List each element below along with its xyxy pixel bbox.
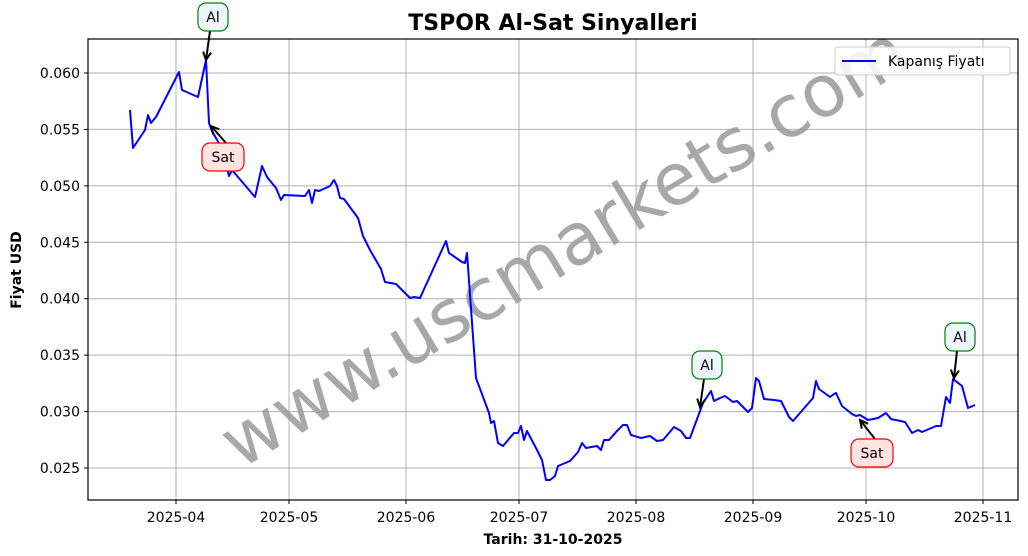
sell-signal-label: Sat: [861, 446, 884, 462]
price-line: [129, 59, 976, 481]
signal-annotations: Al Sat Al Sat Al: [197, 2, 976, 468]
watermark: www.uscmarkets.com: [205, 8, 921, 484]
buy-signal-box: [197, 2, 229, 32]
annotation-arrow: [953, 350, 958, 379]
arrowhead-icon: [696, 398, 706, 410]
y-tick-label: 0.040: [40, 292, 80, 308]
legend: Kapanış Fiyatı: [834, 46, 1011, 76]
legend-box: [834, 46, 1011, 76]
x-tick-label: 2025-11: [954, 510, 1013, 526]
chart-title: TSPOR Al-Sat Sinyalleri: [408, 11, 697, 36]
x-tick-label: 2025-07: [490, 510, 549, 526]
y-tick-label: 0.045: [40, 235, 80, 251]
buy-signal-box: [944, 322, 976, 352]
y-tick-label: 0.060: [40, 66, 80, 82]
buy-signal-label: Al: [700, 358, 713, 374]
legend-label: Kapanış Fiyatı: [888, 54, 985, 70]
arrowhead-icon: [202, 51, 212, 63]
svg-text:www.uscmarkets.com: www.uscmarkets.com: [205, 8, 921, 484]
y-axis-label: Fiyat USD: [9, 231, 25, 309]
x-tick-label: 2025-08: [607, 510, 666, 526]
arrowhead-icon: [858, 418, 869, 429]
y-axis-ticks: 0.025 0.030 0.035 0.040 0.045 0.050 0.055 0.060: [40, 66, 88, 477]
x-tick-label: 2025-09: [724, 510, 783, 526]
annotation-arrow: [210, 125, 227, 144]
sell-signal-box: [201, 142, 245, 172]
sell-signal-box: [850, 438, 894, 468]
x-axis-ticks: 2025-04 2025-05 2025-06 2025-07 2025-08 2025-…: [147, 500, 1013, 526]
x-tick-label: 2025-06: [377, 510, 436, 526]
buy-signal-label: Al: [206, 10, 219, 26]
plot-frame: [87, 38, 1019, 501]
x-tick-label: 2025-10: [837, 510, 896, 526]
x-tick-label: 2025-05: [260, 510, 319, 526]
y-tick-label: 0.030: [40, 405, 80, 421]
y-tick-label: 0.025: [40, 461, 80, 477]
arrowhead-icon: [209, 124, 220, 135]
arrowhead-icon: [949, 369, 960, 381]
y-tick-label: 0.035: [40, 348, 80, 364]
y-tick-label: 0.050: [40, 179, 80, 195]
y-tick-label: 0.055: [40, 122, 80, 138]
annotation-arrow: [859, 419, 876, 440]
x-axis-label: Tarih: 31-10-2025: [484, 532, 623, 548]
annotation-arrow: [699, 378, 705, 408]
x-tick-label: 2025-04: [147, 510, 206, 526]
buy-signal-box: [691, 350, 723, 380]
grid-lines: [88, 39, 1018, 500]
buy-signal-label: Al: [953, 330, 966, 346]
sell-signal-label: Sat: [212, 150, 235, 166]
annotation-arrow: [205, 30, 211, 61]
